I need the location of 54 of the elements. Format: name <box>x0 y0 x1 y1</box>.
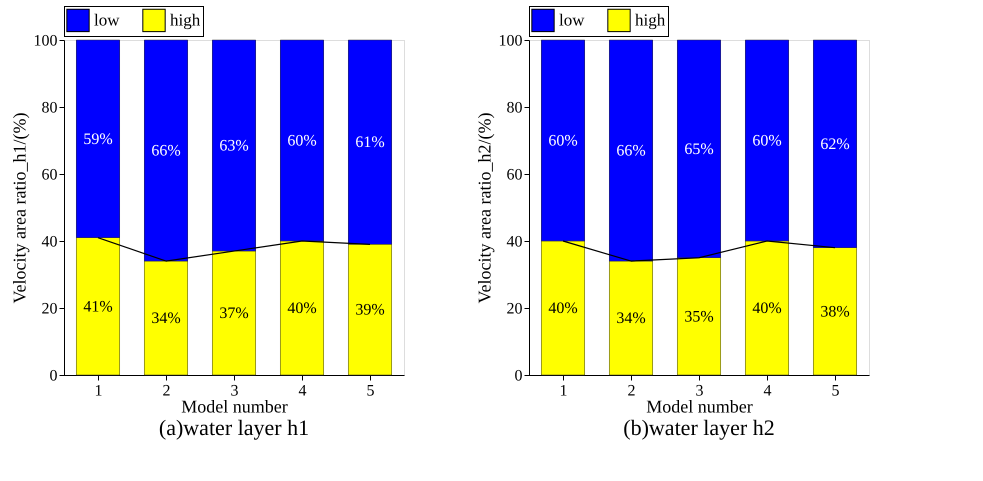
y-axis-title: Velocity area ratio_h1/(%) <box>10 112 30 304</box>
data-label: 60% <box>548 132 578 150</box>
x-tick-label: 1 <box>560 382 568 400</box>
x-tick-label: 4 <box>298 382 306 400</box>
y-tick-label: 0 <box>514 368 522 384</box>
data-label: 39% <box>355 302 385 319</box>
data-label: 65% <box>684 140 714 158</box>
data-label: 59% <box>83 130 113 148</box>
series-label: low <box>94 10 120 30</box>
legend-label: high <box>170 10 201 30</box>
y-tick-label: 80 <box>506 100 522 116</box>
y-tick-label: 100 <box>34 32 58 50</box>
x-tick-label: 5 <box>366 382 374 400</box>
y-tick-label: 40 <box>42 234 58 250</box>
y-tick-label: 100 <box>498 32 522 50</box>
x-tick-label: 2 <box>162 382 170 400</box>
data-label: 61% <box>355 134 385 152</box>
x-axis-title: Model number <box>646 396 753 416</box>
y-tick-label: 80 <box>42 100 58 116</box>
y-tick-label: 20 <box>42 300 58 318</box>
y-tick-label: 20 <box>506 300 522 318</box>
y-axis-title: Velocity area ratio_h2/(%) <box>474 112 494 304</box>
x-tick-label: 3 <box>230 382 238 400</box>
line-series <box>97 237 371 262</box>
data-label: 60% <box>752 132 782 150</box>
data-label: 34% <box>616 310 646 328</box>
data-label: 38% <box>820 303 850 320</box>
x-tick-label: 2 <box>628 382 636 400</box>
x-tick-label: 1 <box>94 382 102 400</box>
data-label: 66% <box>151 142 181 160</box>
y-tick-label: 0 <box>50 368 58 384</box>
data-label: 63% <box>219 138 249 155</box>
data-label: 34% <box>151 310 181 328</box>
x-tick-label: 3 <box>696 382 704 400</box>
data-label: 40% <box>548 300 578 317</box>
data-label: 60% <box>287 132 317 150</box>
data-label: 62% <box>820 136 850 153</box>
series-label: low <box>559 10 586 30</box>
legend-label: high <box>635 10 666 30</box>
data-label: 37% <box>219 305 249 322</box>
x-axis-title: Model number <box>181 396 288 416</box>
data-label: 35% <box>684 308 714 326</box>
y-tick-label: 60 <box>506 166 522 184</box>
line-series <box>562 240 836 262</box>
text: (a)water layer h1 <box>158 415 310 440</box>
data-label: 40% <box>752 300 782 317</box>
x-tick-label: 5 <box>832 382 840 400</box>
y-tick-label: 60 <box>42 166 58 184</box>
x-tick-label: 4 <box>764 382 772 400</box>
data-label: 66% <box>616 142 646 160</box>
data-label: 40% <box>287 300 317 317</box>
text: (b)water layer h2 <box>623 415 775 440</box>
data-label: 41% <box>83 298 113 316</box>
y-tick-label: 40 <box>506 234 522 250</box>
